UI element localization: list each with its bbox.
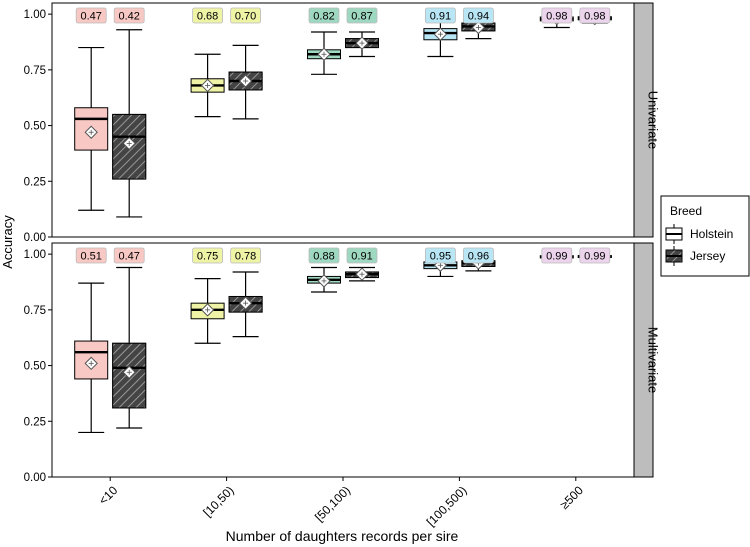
box-holstein: 0.98 <box>539 7 574 29</box>
mean-label-box <box>346 7 378 24</box>
mean-label-box <box>113 247 145 264</box>
y-tick-label: 1.00 <box>24 249 46 261</box>
panel-frame <box>51 242 635 478</box>
mean-label-box <box>192 7 224 24</box>
box-jersey: 0.96 <box>461 247 496 272</box>
mean-label-box <box>308 7 340 24</box>
mean-label-box <box>75 7 107 24</box>
x-tick-label: [100,500) <box>424 483 470 529</box>
legend-label: Jersey <box>690 249 725 263</box>
strip-background <box>633 242 654 478</box>
y-tick-label: 1.00 <box>24 9 46 21</box>
mean-label-box <box>424 7 456 24</box>
x-axis-label: Number of daughters records per sire <box>226 528 459 544</box>
x-tick-label: <10 <box>96 483 121 508</box>
mean-label-box <box>579 7 611 24</box>
y-tick-label: 0.25 <box>24 176 46 188</box>
box-jersey: 0.94 <box>461 7 496 40</box>
y-axis-label: Accuracy <box>0 215 15 269</box>
mean-label-box <box>75 247 107 264</box>
mean-label-box <box>346 247 378 264</box>
y-tick-label: 0.25 <box>24 416 46 428</box>
mean-label: 0.98 <box>546 11 567 23</box>
mean-label: 0.99 <box>546 251 567 263</box>
box-jersey: 0.47 <box>112 247 147 429</box>
mean-label: 0.70 <box>235 11 256 23</box>
box-holstein: 0.95 <box>423 247 458 278</box>
box-holstein: 0.82 <box>307 7 341 75</box>
panel-univariate: Univariate 0.00 0.25 0.50 0.75 1.00 0.47 0.42 0.… <box>24 2 661 244</box>
x-tick-label: ≥500 <box>557 483 586 512</box>
mean-label: 0.98 <box>584 11 605 23</box>
legend-title: Breed <box>670 204 702 218</box>
mean-label-box <box>579 247 611 264</box>
mean-label-box <box>541 247 573 264</box>
mean-label: 0.99 <box>584 251 605 263</box>
mean-label-box <box>308 247 340 264</box>
y-tick-label: 0.00 <box>24 232 46 244</box>
panel-frame <box>51 2 635 238</box>
box-jersey: 0.42 <box>112 7 147 218</box>
strip-background <box>633 2 654 238</box>
mean-label-box <box>230 7 262 24</box>
mean-label: 0.42 <box>118 11 139 23</box>
legend-entry-jersey: Jersey <box>665 246 725 266</box>
box-jersey: 0.99 <box>577 247 612 264</box>
box-holstein: 0.91 <box>423 7 458 58</box>
legend: Breed Holstein Jersey <box>660 195 750 277</box>
mean-label: 0.47 <box>118 251 139 263</box>
mean-label: 0.88 <box>313 251 334 263</box>
mean-label: 0.91 <box>351 251 372 263</box>
mean-label: 0.75 <box>197 251 218 263</box>
box-holstein: 0.75 <box>190 247 225 344</box>
mean-label: 0.95 <box>430 251 451 263</box>
strip-label: Multivariate <box>646 327 661 393</box>
mean-label-box <box>541 7 573 24</box>
mean-label: 0.68 <box>197 11 218 23</box>
mean-label: 0.94 <box>468 11 489 23</box>
y-tick-label: 0.75 <box>24 65 46 77</box>
mean-label-box <box>113 7 145 24</box>
mean-label-box <box>462 7 494 24</box>
box-holstein: 0.88 <box>307 247 341 293</box>
mean-label-box <box>192 247 224 264</box>
y-tick-label: 0.50 <box>24 361 46 373</box>
legend-label: Holstein <box>690 227 733 241</box>
box-holstein: 0.68 <box>190 7 225 118</box>
panel-multivariate: Multivariate 0.00 0.25 0.50 0.75 1.00 0.51 0.47… <box>24 242 661 484</box>
box-jersey: 0.70 <box>228 7 263 120</box>
mean-label: 0.82 <box>313 11 334 23</box>
box-jersey: 0.98 <box>577 7 612 26</box>
x-tick-label: [10,50) <box>200 483 236 519</box>
legend-entry-holstein: Holstein <box>665 224 733 244</box>
mean-label: 0.96 <box>468 251 489 263</box>
box-jersey: 0.91 <box>345 247 379 282</box>
y-tick-label: 0.75 <box>24 305 46 317</box>
mean-label: 0.47 <box>80 11 101 23</box>
mean-label: 0.51 <box>80 251 101 263</box>
mean-label-box <box>230 247 262 264</box>
box-jersey: 0.87 <box>345 7 379 58</box>
box-jersey: 0.78 <box>228 247 263 338</box>
mean-label-box <box>424 247 456 264</box>
box-holstein: 0.99 <box>539 247 574 264</box>
mean-label-box <box>462 247 494 264</box>
plot-layer: Univariate 0.00 0.25 0.50 0.75 1.00 0.47 0.42 0.… <box>24 2 661 529</box>
mean-label: 0.87 <box>351 11 372 23</box>
y-tick-label: 0.00 <box>24 472 46 484</box>
mean-label: 0.78 <box>235 251 256 263</box>
strip-label: Univariate <box>646 91 661 150</box>
box-holstein: 0.51 <box>74 247 109 434</box>
x-tick-label: [50,100) <box>312 483 353 524</box>
y-tick-label: 0.50 <box>24 121 46 133</box>
mean-label: 0.91 <box>430 11 451 23</box>
box-holstein: 0.47 <box>74 7 109 211</box>
